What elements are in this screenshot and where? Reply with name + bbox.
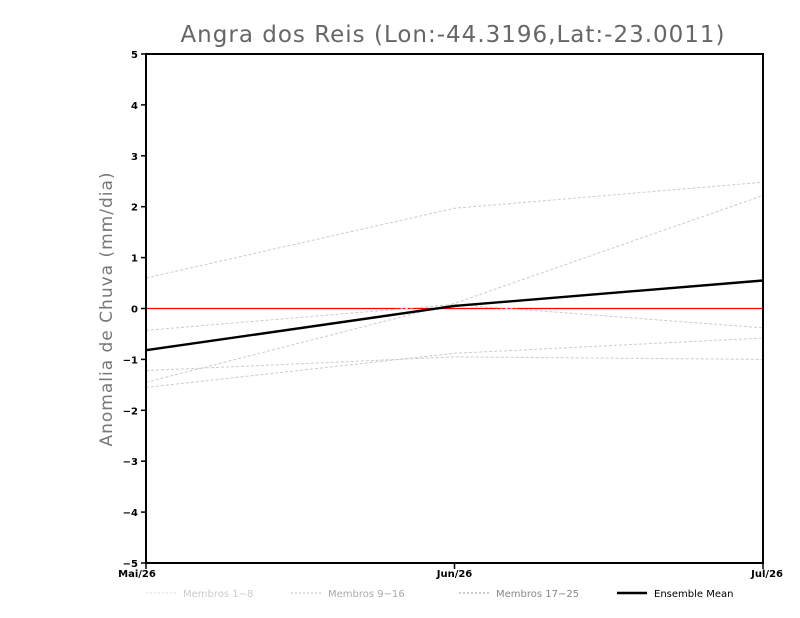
member-line-1 — [145, 181, 764, 279]
legend-label: Membros 9−16 — [328, 589, 405, 600]
member-line-2 — [145, 195, 764, 383]
legend-label: Membros 1−8 — [183, 589, 253, 600]
y-tick-label: −3 — [123, 457, 138, 468]
y-tick-label: 5 — [131, 50, 138, 61]
x-tick-label: Jul/26 — [750, 569, 783, 580]
y-tick-label: −5 — [123, 559, 138, 570]
member-line-4 — [145, 356, 764, 372]
member-line-3 — [145, 303, 764, 331]
plot-area: −5 −4 −3 −2 −1 0 1 2 3 4 5 Mai/26 Jun/26 Jul/26 — [118, 50, 783, 580]
y-tick-label: −1 — [123, 355, 138, 366]
chart-title: Angra dos Reis (Lon:-44.3196,Lat:-23.001… — [180, 22, 725, 48]
ensemble-mean-line — [145, 279, 764, 352]
legend-label: Membros 17−25 — [496, 589, 579, 600]
legend: Membros 1−8 Membros 9−16 Membros 17−25 Ense… — [146, 589, 733, 600]
y-tick-label: −4 — [123, 508, 138, 519]
x-tick-label: Jun/26 — [436, 569, 473, 580]
legend-label: Ensemble Mean — [654, 589, 733, 600]
y-tick-label: 0 — [131, 305, 138, 316]
y-axis-label: Anomalia de Chuva (mm/dia) — [97, 171, 117, 446]
x-tick-label: Mai/26 — [118, 569, 156, 580]
y-tick-label: 3 — [131, 152, 138, 163]
y-tick-label: 4 — [131, 101, 138, 112]
y-tick-label: 1 — [131, 254, 138, 265]
y-tick-label: −2 — [123, 406, 138, 417]
member-line-5 — [145, 337, 764, 388]
y-tick-label: 2 — [131, 203, 138, 214]
